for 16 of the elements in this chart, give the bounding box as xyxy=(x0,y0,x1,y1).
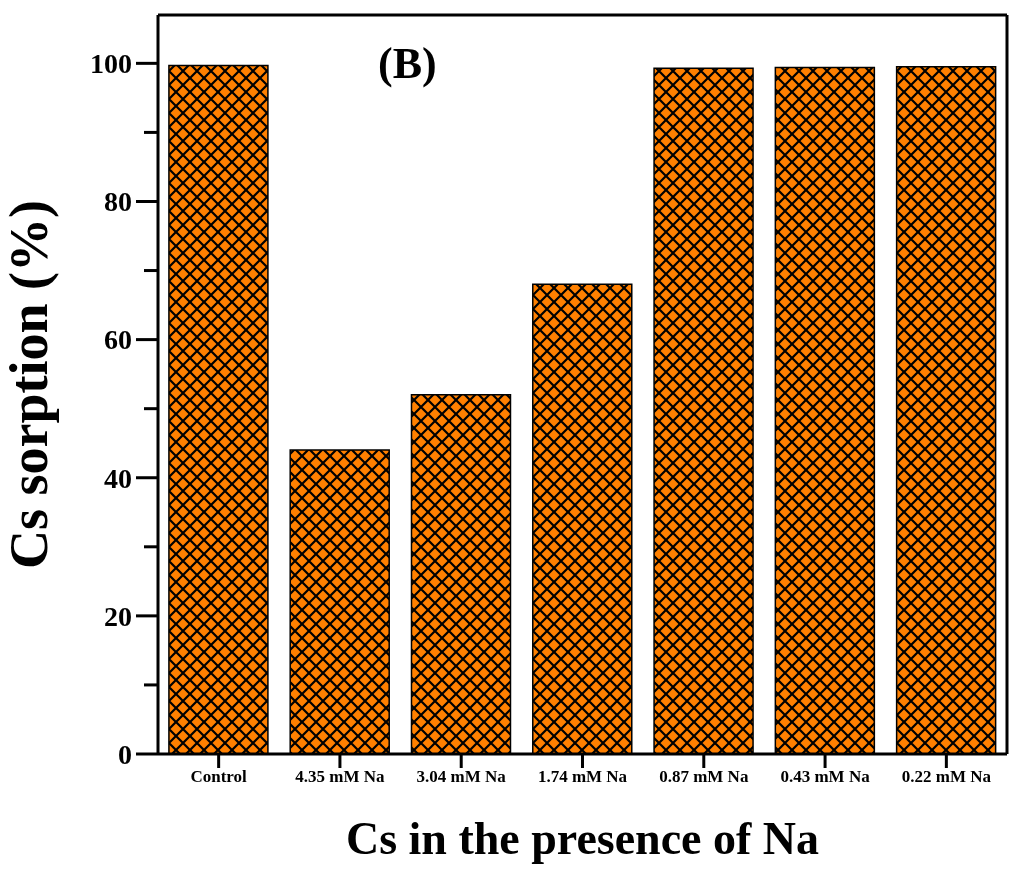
x-tick-label: Control xyxy=(190,767,248,787)
y-tick-label: 0 xyxy=(118,738,132,770)
y-tick-label: 100 xyxy=(90,48,132,80)
x-axis-title: Cs in the presence of Na xyxy=(345,813,820,864)
y-tick-label: 20 xyxy=(104,600,132,632)
x-tick-label: 3.04 mM Na xyxy=(416,767,507,787)
y-tick-label: 40 xyxy=(104,462,132,494)
y-tick-label: 60 xyxy=(104,324,132,356)
annotation: (B) xyxy=(378,38,437,89)
y-tick-label: 80 xyxy=(104,186,132,218)
x-tick-label: 1.74 mM Na xyxy=(537,767,628,787)
x-tick-label: 4.35 mM Na xyxy=(295,767,386,787)
x-tick-label: 0.87 mM Na xyxy=(659,767,749,787)
x-tick-label: 0.43 mM Na xyxy=(780,767,871,787)
y-axis-title: Cs sorption (%) xyxy=(0,199,60,570)
x-tick-label: 0.22 mM Na xyxy=(901,767,992,787)
